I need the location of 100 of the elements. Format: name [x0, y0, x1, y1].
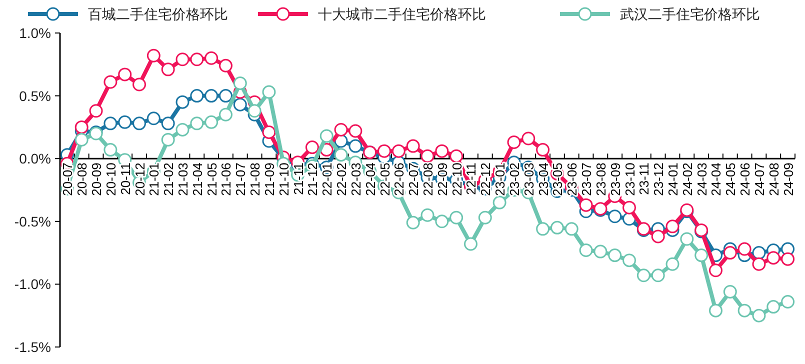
point [118, 68, 132, 82]
x-tick-label: 23-07 [579, 162, 594, 196]
point [161, 133, 175, 147]
x-tick-label: 22-07 [406, 162, 422, 196]
point [420, 208, 434, 222]
x-tick-label: 22-04 [362, 162, 378, 196]
point [176, 122, 190, 136]
legend-label: 百城二手住宅价格环比 [88, 6, 228, 22]
point [104, 75, 118, 89]
point [752, 246, 766, 260]
point [781, 295, 795, 309]
point [666, 257, 680, 271]
x-tick-label: 21-06 [218, 162, 234, 196]
point [104, 116, 118, 130]
point [204, 115, 218, 129]
x-tick-label: 20-10 [103, 162, 118, 196]
point [392, 144, 406, 158]
point [204, 51, 218, 65]
point [190, 116, 204, 130]
point [766, 251, 780, 265]
point [320, 129, 334, 143]
x-tick-label: 21-10 [276, 162, 292, 196]
point [204, 89, 218, 103]
x-tick-label: 23-11 [636, 162, 652, 195]
legend-label: 十大城市二手住宅价格环比 [318, 6, 486, 22]
point [74, 120, 88, 134]
point [694, 248, 708, 262]
legend-label: 武汉二手住宅价格环比 [620, 6, 760, 22]
y-tick-label: -1.0% [14, 276, 51, 292]
x-tick-label: 20-07 [60, 162, 76, 196]
point [651, 230, 665, 244]
point [450, 149, 464, 163]
x-tick-label: 21-08 [248, 162, 263, 196]
point [74, 133, 88, 147]
x-tick-label: 24-01 [666, 162, 680, 196]
x-tick-label: 22-01 [320, 162, 335, 196]
point [146, 112, 160, 126]
point [334, 148, 348, 162]
x-tick-label: 21-07 [233, 162, 248, 196]
x-tick-label: 22-11 [464, 162, 479, 195]
x-tick-label: 21-09 [262, 162, 277, 196]
point [262, 125, 276, 139]
x-tick-label: 22-09 [434, 162, 450, 196]
point [752, 257, 766, 271]
point [89, 104, 103, 118]
point [233, 98, 247, 112]
point [478, 210, 492, 224]
point [536, 222, 550, 236]
point [132, 78, 146, 92]
point [146, 48, 160, 62]
x-tick-label: 23-05 [550, 162, 566, 196]
x-tick-label: 20-09 [89, 162, 104, 196]
point [579, 244, 593, 258]
x-tick-label: 24-03 [694, 162, 710, 196]
point [233, 76, 247, 90]
point [161, 62, 175, 76]
point [723, 284, 737, 298]
x-tick-label: 24-02 [680, 162, 695, 196]
y-tick-label: 0.0% [19, 150, 51, 167]
point [608, 210, 622, 224]
point [305, 140, 319, 154]
x-tick-label: 21-11 [290, 162, 306, 195]
point [492, 196, 506, 210]
x-tick-label: 20-12 [132, 162, 148, 196]
x-tick-label: 21-01 [146, 162, 162, 196]
point [752, 308, 766, 322]
x-tick-label: 24-06 [738, 162, 753, 196]
point [420, 149, 434, 163]
point [104, 143, 118, 157]
x-tick-label: 24-04 [708, 162, 724, 196]
point [132, 116, 146, 130]
point [190, 52, 204, 66]
x-tick-label: 22-12 [478, 162, 494, 196]
x-tick-label: 23-09 [608, 162, 623, 196]
x-tick-label: 24-07 [752, 162, 767, 196]
point [161, 116, 175, 130]
point [334, 122, 348, 136]
x-tick-label: 22-08 [420, 162, 436, 196]
point [176, 52, 190, 66]
x-tick-label: 23-03 [521, 162, 536, 196]
point [708, 304, 722, 318]
point [536, 143, 550, 157]
point [176, 95, 190, 109]
y-tick-label: 1.0% [19, 25, 51, 41]
point [190, 89, 204, 103]
point [723, 246, 737, 260]
x-tick-label: 23-10 [622, 162, 638, 196]
point [435, 144, 449, 158]
x-tick-label: 21-05 [204, 162, 220, 196]
point [766, 300, 780, 314]
x-tick-label: 21-02 [161, 162, 176, 196]
x-tick-label: 24-08 [766, 162, 782, 196]
point [608, 248, 622, 262]
point [118, 115, 132, 129]
point [622, 200, 636, 214]
x-tick-label: 22-10 [449, 162, 464, 196]
x-tick-label: 23-12 [651, 162, 666, 196]
x-tick-label: 21-12 [305, 162, 320, 196]
y-tick-label: 0.5% [19, 88, 51, 104]
x-tick-label: 23-02 [506, 162, 522, 196]
